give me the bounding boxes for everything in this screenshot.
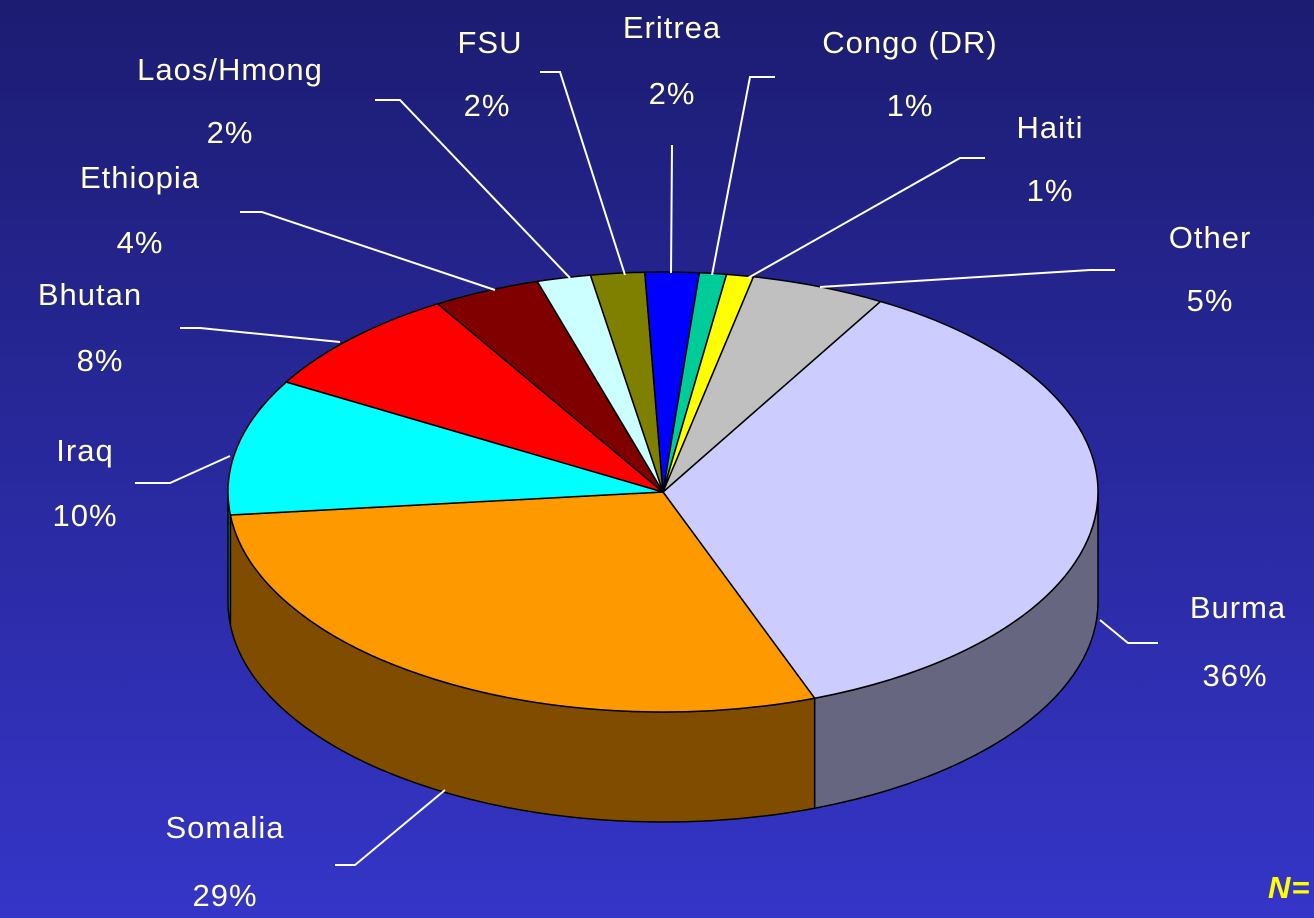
value-label: 8% <box>77 343 124 378</box>
category-label: Burma <box>1190 590 1286 625</box>
pie-slice <box>284 302 664 493</box>
labels: Burma 36% Somalia 29% Iraq 10% Bhutan 8% Ethiopi… <box>38 10 1286 913</box>
category-label: FSU <box>458 25 523 60</box>
leader-line <box>670 144 673 274</box>
value-label: 1% <box>887 88 934 123</box>
annotation: N= <box>1268 870 1311 905</box>
category-label: Bhutan <box>38 277 142 312</box>
leader-line <box>1099 619 1158 644</box>
leader-line <box>135 455 231 484</box>
pie-slice <box>662 276 883 493</box>
value-label: 2% <box>207 115 254 150</box>
category-label: Ethiopia <box>80 160 200 195</box>
pie-slice <box>227 381 664 516</box>
category-label: Other <box>1169 220 1252 255</box>
category-label: Haiti <box>1016 110 1083 145</box>
value-label: 36% <box>1202 658 1267 693</box>
pie-slice <box>229 491 816 713</box>
category-label: Laos/Hmong <box>137 52 323 87</box>
leader-line <box>375 99 571 279</box>
value-label: 29% <box>192 878 257 913</box>
leader-line <box>335 789 446 866</box>
leader-line <box>819 269 1115 288</box>
value-label: 10% <box>52 498 117 533</box>
value-label: 2% <box>649 76 696 111</box>
category-label: Eritrea <box>623 10 721 45</box>
leader-line <box>747 157 985 279</box>
pie-slice <box>661 300 1099 700</box>
leader-line <box>240 211 496 291</box>
pie-tops <box>227 271 1099 713</box>
category-label: Iraq <box>56 433 113 468</box>
leader-line <box>711 76 775 276</box>
leader-line <box>540 71 626 276</box>
value-label: 5% <box>1187 283 1234 318</box>
value-label: 4% <box>117 225 164 260</box>
category-label: Somalia <box>166 810 285 845</box>
value-label: 1% <box>1027 173 1074 208</box>
value-label: 2% <box>464 88 511 123</box>
category-label: Congo (DR) <box>822 25 997 60</box>
leader-line <box>180 327 341 343</box>
